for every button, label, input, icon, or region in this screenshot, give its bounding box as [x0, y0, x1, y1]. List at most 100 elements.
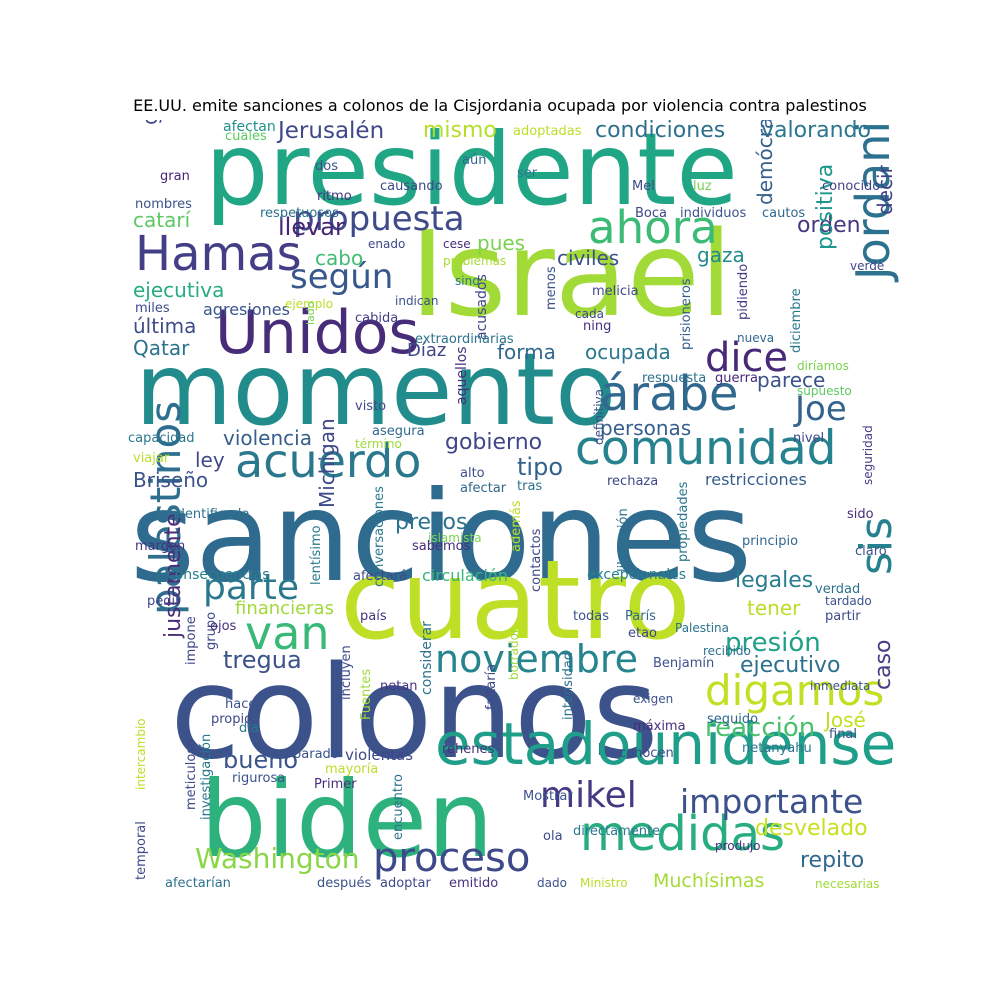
cloud-word: país — [360, 609, 387, 624]
cloud-word: acuerdo — [235, 434, 422, 488]
cloud-word: margen — [135, 539, 186, 554]
cloud-word: visto — [355, 399, 387, 414]
cloud-word: positiva — [813, 163, 838, 250]
cloud-word: respetuosos — [260, 206, 339, 221]
cloud-word: tregua — [223, 646, 302, 674]
cloud-word: presos — [395, 510, 468, 535]
figure-title: EE.UU. emite sanciones a colonos de la C… — [133, 96, 867, 115]
cloud-word: ejecutiva — [133, 278, 225, 302]
cloud-word: intensidad — [561, 651, 576, 720]
cloud-word: conocido — [822, 179, 881, 194]
cloud-word: Boca — [635, 206, 667, 221]
cloud-word: reacción — [705, 713, 816, 743]
cloud-word: última — [133, 314, 197, 338]
cloud-word: propiedades — [676, 481, 691, 562]
cloud-word: civiles — [557, 246, 620, 270]
cloud-word: dos — [315, 159, 338, 174]
cloud-word: afectarían — [165, 876, 231, 891]
cloud-word: Briseño — [133, 468, 209, 492]
cloud-word: nueva — [737, 331, 775, 345]
cloud-word: sanciones — [130, 465, 753, 610]
cloud-word: Ministro — [580, 876, 628, 890]
cloud-word: etao — [628, 626, 658, 641]
cloud-word: netan — [380, 679, 418, 694]
cloud-word: extraordinarias — [415, 332, 514, 347]
cloud-word: parado — [293, 747, 339, 762]
cloud-word: produjo — [715, 839, 761, 853]
cloud-word: presidente — [205, 120, 738, 228]
cloud-word: pidiendo — [736, 263, 751, 320]
cloud-word: gracias — [138, 120, 162, 125]
cloud-word: tardado — [825, 594, 872, 608]
cloud-word: principio — [742, 534, 799, 549]
cloud-word: alto — [460, 466, 485, 481]
cloud-word: París — [625, 609, 656, 624]
cloud-word: diríamos — [797, 359, 849, 373]
cloud-word: condiciones — [595, 120, 726, 143]
cloud-word: violentas — [345, 746, 414, 764]
cloud-word: impone — [184, 616, 199, 665]
cloud-word: financieras — [235, 598, 334, 619]
cloud-word: forma — [497, 340, 556, 364]
cloud-word: sido — [847, 507, 874, 522]
cloud-word: individuos — [680, 206, 747, 221]
cloud-word: rigurosa — [232, 771, 286, 786]
cloud-word: rechaza — [607, 474, 659, 489]
cloud-word: aún — [462, 153, 487, 168]
cloud-word: verdad — [815, 582, 861, 597]
cloud-word: parece — [757, 368, 826, 392]
cloud-word: acusados — [474, 274, 490, 340]
cloud-word: tras — [517, 479, 543, 494]
cloud-word: desvelado — [755, 816, 868, 841]
cloud-word: Jerusalén — [278, 120, 385, 144]
cloud-word: según — [290, 257, 394, 297]
cloud-word: claro — [855, 544, 887, 559]
cloud-word: supuesto — [797, 384, 852, 398]
cloud-word: ahora — [588, 201, 718, 254]
cloud-word: gaza — [697, 243, 745, 267]
cloud-word: consecuencias — [167, 567, 270, 583]
cloud-word: ejecutivo — [740, 653, 841, 678]
cloud-word: José — [825, 708, 866, 732]
cloud-word: ning — [583, 319, 612, 334]
cloud-word: verde — [850, 259, 885, 273]
cloud-word: repito — [800, 848, 865, 873]
cloud-word: cabida — [355, 311, 399, 326]
cloud-word: legales — [735, 568, 814, 593]
cloud-word: inmediata — [810, 679, 871, 693]
cloud-word: meticuloso — [184, 738, 199, 810]
cloud-word: pues — [477, 231, 526, 255]
cloud-word: después — [317, 876, 372, 891]
cloud-word: mayoría — [325, 762, 379, 777]
cloud-word: liberación — [616, 508, 631, 572]
cloud-word: partir — [825, 609, 861, 624]
cloud-word: proceso — [373, 835, 531, 881]
cloud-word: Primer — [314, 777, 357, 792]
cloud-word: excepcionales — [587, 567, 687, 583]
cloud-word: valorando — [761, 120, 871, 143]
cloud-word: propuesta — [293, 199, 465, 239]
cloud-word: nombres — [135, 197, 192, 212]
cloud-word: gobierno — [445, 430, 543, 455]
cloud-word: luz — [693, 179, 712, 194]
cloud-word: capacidad — [128, 431, 195, 446]
cloud-word: colonos — [170, 639, 659, 788]
cloud-word: dice — [705, 335, 789, 381]
cloud-word: Washington — [195, 842, 360, 875]
cloud-word: asegura — [372, 424, 425, 439]
cloud-word: circulación — [422, 566, 508, 585]
cloud-word: noviembre — [435, 637, 639, 681]
cloud-word: ola — [543, 829, 563, 844]
cloud-word: biden — [200, 759, 494, 881]
cloud-word: prisioneros — [679, 278, 694, 350]
cloud-word: Díaz — [407, 340, 447, 361]
cloud-word: ritmo — [317, 189, 352, 204]
cloud-word: restricciones — [705, 470, 807, 489]
cloud-word: emitido — [449, 876, 499, 891]
cloud-word: sabemos — [412, 539, 471, 554]
cloud-word: netanyahu — [742, 741, 812, 756]
cloud-word: día — [239, 721, 259, 736]
cloud-word: Fuentes — [359, 668, 374, 720]
cloud-word: demócrata — [753, 120, 777, 205]
cloud-word: adoptar — [380, 876, 431, 891]
